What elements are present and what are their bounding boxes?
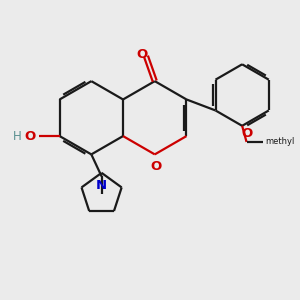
Text: O: O [24,130,36,142]
Text: O: O [151,160,162,173]
Text: N: N [96,178,107,192]
Text: O: O [241,127,252,140]
Text: methyl: methyl [266,137,295,146]
Text: H: H [13,130,22,142]
Text: O: O [136,48,147,61]
